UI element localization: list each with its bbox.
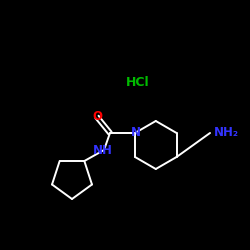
Text: HCl: HCl xyxy=(126,76,150,88)
Text: O: O xyxy=(92,110,102,122)
Text: NH: NH xyxy=(93,144,113,158)
Text: N: N xyxy=(131,126,141,140)
Text: NH₂: NH₂ xyxy=(214,126,239,138)
